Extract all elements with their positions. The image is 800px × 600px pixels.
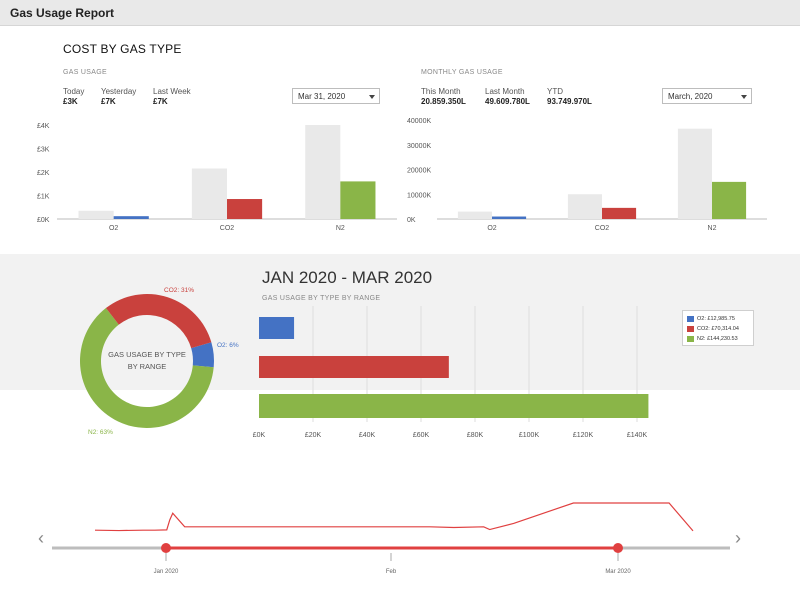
legend-swatch <box>687 326 694 332</box>
timeline-label: Feb <box>386 569 397 575</box>
legend-text: CO2: £70,314.04 <box>697 326 739 332</box>
window-title: Gas Usage Report <box>10 6 115 20</box>
legend-text: N2: £144,230.53 <box>697 336 738 342</box>
stat-value: 20.859.350L <box>421 97 466 106</box>
bar-comparison-n2 <box>305 125 341 219</box>
x-tick-label: £0K <box>253 432 266 439</box>
stat-this-month: This Month 20.859.350L <box>421 87 466 107</box>
title-bar: Gas Usage Report <box>0 0 800 26</box>
bar-comparison-co2 <box>191 168 227 219</box>
bar-current-n2 <box>712 181 747 219</box>
y-tick-label: 40000K <box>407 118 431 125</box>
y-tick-label: £0K <box>37 217 50 224</box>
hbar-co2 <box>259 356 449 378</box>
hbar-n2 <box>259 394 649 418</box>
timeline-label: Mar 2020 <box>605 569 631 575</box>
stat-value: £3K <box>63 97 78 106</box>
month-dropdown[interactable]: March, 2020 <box>662 88 752 104</box>
date-dropdown[interactable]: Mar 31, 2020 <box>292 88 380 104</box>
date-dropdown-value: Mar 31, 2020 <box>298 92 346 101</box>
timeline-prev-arrow[interactable]: ‹ <box>38 528 44 548</box>
donut-label: CO2: 31% <box>164 287 194 294</box>
x-tick-label: CO2 <box>595 225 610 232</box>
y-tick-label: 0K <box>407 217 416 224</box>
legend-swatch <box>687 316 694 322</box>
x-tick-label: £20K <box>305 432 322 439</box>
bar-current-co2 <box>602 207 637 219</box>
x-tick-label: £80K <box>467 432 484 439</box>
cost-section-title: COST BY GAS TYPE <box>63 42 182 56</box>
bar-current-o2 <box>492 216 527 219</box>
y-tick-label: £1K <box>37 194 50 201</box>
x-tick-label: N2 <box>336 225 345 232</box>
donut-label: O2: 6% <box>217 342 239 349</box>
range-title: JAN 2020 - MAR 2020 <box>262 268 433 287</box>
month-dropdown-value: March, 2020 <box>668 92 713 101</box>
y-tick-label: 30000K <box>407 143 431 150</box>
hbar-o2 <box>259 317 295 339</box>
timeline-handle-start <box>161 543 171 553</box>
y-tick-label: 10000K <box>407 192 431 199</box>
donut-center-line-1: GAS USAGE BY TYPE <box>108 350 186 359</box>
chevron-down-icon <box>369 95 375 99</box>
y-tick-label: £3K <box>37 147 50 154</box>
stat-label: This Month <box>421 87 461 96</box>
stat-label: YTD <box>547 87 563 96</box>
stat-today: Today £3K <box>63 87 84 107</box>
legend-item-co2: CO2: £70,314.04 <box>687 324 749 334</box>
timeline-next-arrow[interactable]: › <box>735 528 741 548</box>
bar-comparison-o2 <box>78 210 114 219</box>
bar-comparison-n2 <box>677 128 712 219</box>
x-tick-label: £40K <box>359 432 376 439</box>
stat-last-month: Last Month 49.609.780L <box>485 87 530 107</box>
range-subtitle: GAS USAGE BY TYPE BY RANGE <box>262 295 381 302</box>
x-tick-label: O2 <box>109 225 118 232</box>
range-legend: O2: £12,985.75 CO2: £70,314.04 N2: £144,… <box>682 310 754 346</box>
stat-label: Today <box>63 87 85 96</box>
chevron-down-icon <box>741 95 747 99</box>
stat-label: Last Week <box>153 87 191 96</box>
legend-text: O2: £12,985.75 <box>697 316 735 322</box>
bar-current-co2 <box>227 199 263 219</box>
bar-current-n2 <box>340 181 376 219</box>
legend-swatch <box>687 336 694 342</box>
donut-slice-co2 <box>105 293 212 349</box>
bar-comparison-o2 <box>457 211 492 219</box>
x-tick-label: N2 <box>708 225 717 232</box>
donut-center-line-2: BY RANGE <box>128 362 167 371</box>
x-tick-label: O2 <box>487 225 496 232</box>
stat-label: Last Month <box>485 87 525 96</box>
stat-value: £7K <box>153 97 168 106</box>
timeline-handle-end <box>613 543 623 553</box>
stat-last-week: Last Week £7K <box>153 87 191 107</box>
bar-current-o2 <box>113 216 149 219</box>
stat-value: £7K <box>101 97 116 106</box>
legend-item-o2: O2: £12,985.75 <box>687 314 749 324</box>
x-tick-label: CO2 <box>220 225 235 232</box>
donut-slice-o2 <box>191 342 215 368</box>
timeline-label: Jan 2020 <box>154 569 179 575</box>
stat-label: Yesterday <box>101 87 137 96</box>
y-tick-label: 20000K <box>407 168 431 175</box>
x-tick-label: £120K <box>573 432 594 439</box>
stat-ytd: YTD 93.749.970L <box>547 87 592 107</box>
stat-value: 49.609.780L <box>485 97 530 106</box>
y-tick-label: £2K <box>37 170 50 177</box>
x-tick-label: £140K <box>627 432 648 439</box>
gas-usage-panel-title: GAS USAGE <box>63 69 107 76</box>
y-tick-label: £4K <box>37 123 50 130</box>
legend-item-n2: N2: £144,230.53 <box>687 334 749 344</box>
x-tick-label: £60K <box>413 432 430 439</box>
timeline-line <box>94 502 694 532</box>
donut-label: N2: 63% <box>88 429 113 436</box>
stat-value: 93.749.970L <box>547 97 592 106</box>
monthly-gas-usage-panel-title: MONTHLY GAS USAGE <box>421 69 503 76</box>
bar-comparison-co2 <box>567 194 602 219</box>
x-tick-label: £100K <box>519 432 540 439</box>
stat-yesterday: Yesterday £7K <box>101 87 136 107</box>
donut-slice-n2 <box>79 308 214 428</box>
